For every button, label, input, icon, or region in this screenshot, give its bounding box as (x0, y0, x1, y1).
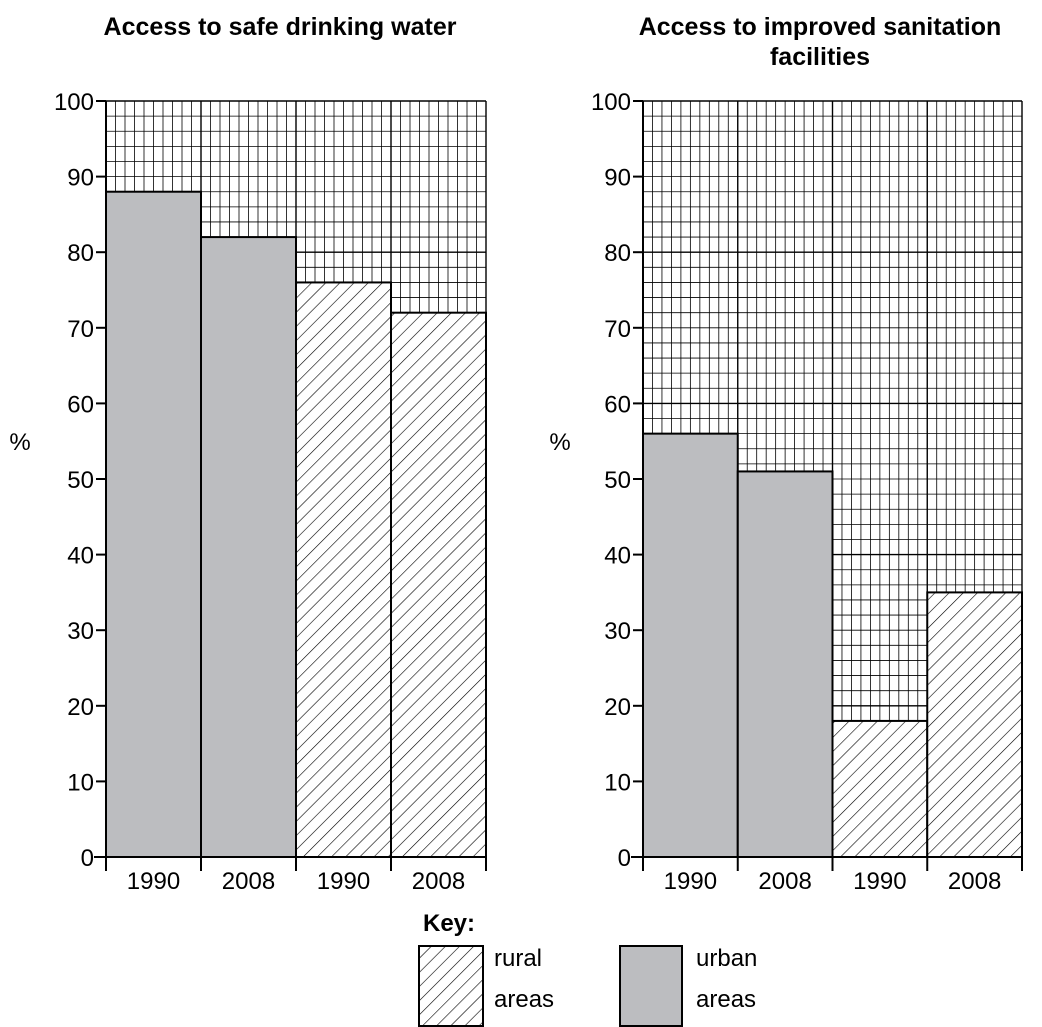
key-rural-label-line1: rural (494, 945, 543, 972)
y-tick-label-1: 50 (604, 467, 631, 494)
y-tick-label-1: 20 (604, 694, 631, 721)
key-urban-label-line2: areas (696, 986, 757, 1013)
bar-rural-2008-chart0 (390, 311, 487, 858)
bar-rural-1990-chart0 (295, 281, 392, 858)
y-tick-label-0: 30 (67, 618, 94, 645)
y-tick-label-1: 80 (604, 240, 631, 267)
x-tick-label-1: 2008 (758, 868, 811, 895)
x-tick-label-0: 2008 (222, 868, 275, 895)
y-tick-label-1: 30 (604, 618, 631, 645)
y-tick-label-1: 0 (618, 845, 631, 872)
y-tick-label-0: 40 (67, 543, 94, 570)
bar-urban-2008-chart1 (736, 470, 834, 858)
y-axis-label-1: % (549, 429, 570, 456)
key-urban-label-line1: urban (696, 945, 758, 972)
key-title: Key: (423, 910, 476, 937)
y-tick-label-0: 80 (67, 240, 94, 267)
key-urban-swatch (619, 945, 683, 1027)
y-tick-label-1: 60 (604, 391, 631, 418)
bar-urban-1990-chart0 (105, 190, 202, 859)
bar-urban-2008-chart0 (200, 236, 297, 858)
x-tick-label-0: 1990 (317, 868, 370, 895)
bar-rural-1990-chart1 (831, 719, 929, 858)
y-tick-label-0: 20 (67, 694, 94, 721)
key-rural-label-line2: areas (494, 986, 555, 1013)
chart-title-sanitation: Access to improved sanitation facilities (638, 13, 1002, 71)
x-tick-label-1: 1990 (853, 868, 906, 895)
y-axis-label-0: % (9, 429, 30, 456)
y-tick-label-1: 40 (604, 543, 631, 570)
y-tick-label-0: 100 (54, 89, 94, 116)
y-tick-label-0: 50 (67, 467, 94, 494)
y-tick-label-0: 60 (67, 391, 94, 418)
y-tick-label-0: 90 (67, 165, 94, 192)
y-tick-label-1: 100 (591, 89, 631, 116)
y-tick-label-0: 0 (81, 845, 94, 872)
bar-urban-1990-chart1 (642, 432, 739, 858)
y-tick-label-0: 10 (67, 769, 94, 796)
chart-title-water: Access to safe drinking water (103, 13, 457, 41)
bar-rural-2008-chart1 (926, 591, 1023, 859)
y-tick-label-1: 10 (604, 769, 631, 796)
y-tick-label-1: 70 (604, 316, 631, 343)
x-tick-label-1: 2008 (948, 868, 1001, 895)
x-tick-label-1: 1990 (664, 868, 717, 895)
x-tick-label-0: 2008 (412, 868, 465, 895)
y-tick-label-1: 90 (604, 165, 631, 192)
x-tick-label-0: 1990 (127, 868, 180, 895)
y-tick-label-0: 70 (67, 316, 94, 343)
key-rural-swatch (418, 945, 484, 1027)
